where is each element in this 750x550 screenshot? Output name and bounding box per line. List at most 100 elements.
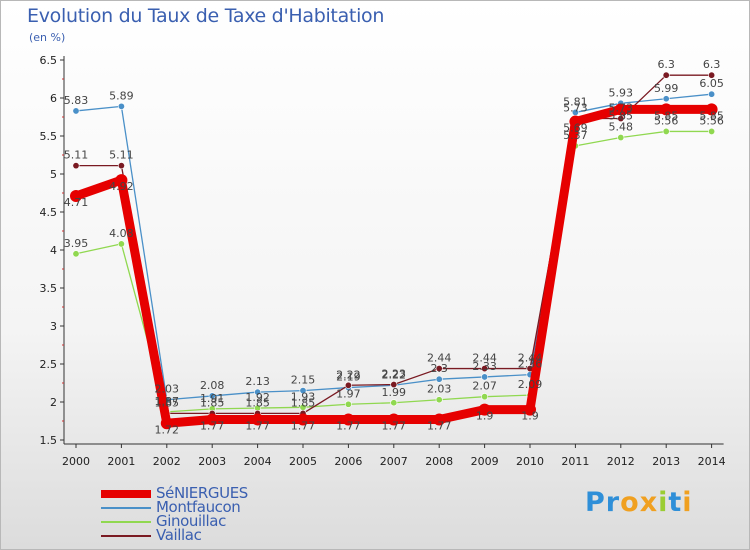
data-label: 5.37: [563, 129, 588, 142]
logo-letter: i: [682, 487, 693, 518]
data-point: [160, 417, 173, 430]
data-label: 3.95: [64, 237, 89, 250]
data-label: 2.03: [427, 383, 452, 396]
data-point: [117, 102, 125, 110]
data-label: 2.44: [472, 352, 497, 365]
data-label: 2.19: [336, 371, 361, 384]
data-point: [70, 190, 82, 203]
logo-letter: r: [605, 487, 621, 518]
data-label: 5.73: [609, 102, 634, 115]
data-label: 2.22: [336, 368, 361, 381]
data-point: [254, 388, 262, 396]
data-label: 1.87: [155, 395, 180, 408]
y-tick-label: 3: [50, 320, 57, 333]
data-point: [117, 240, 125, 248]
data-label: 2.07: [472, 380, 497, 393]
data-point: [662, 127, 670, 135]
y-tick-label: 5: [50, 168, 57, 181]
legend-item: SéNIERGUES: [101, 485, 361, 501]
data-label: 4.08: [109, 227, 134, 240]
data-label: 1.97: [336, 387, 361, 400]
data-point: [206, 413, 219, 426]
x-tick-label: 2014: [698, 455, 726, 468]
logo-letter: P: [585, 487, 606, 518]
legend-item: Vaillac: [101, 527, 361, 543]
data-label: 1.77: [200, 419, 225, 432]
data-label: 1.85: [155, 396, 180, 409]
data-label: 1.93: [291, 390, 316, 403]
x-tick-label: 2008: [425, 455, 453, 468]
data-label: 1.77: [336, 419, 361, 432]
data-label: 5.85: [699, 109, 724, 122]
data-point: [390, 399, 398, 407]
data-label: 2.23: [382, 368, 407, 381]
y-tick-label: 6: [50, 92, 57, 105]
y-tick-label: 3.5: [40, 282, 58, 295]
data-point: [708, 127, 716, 135]
data-label: 2.44: [427, 352, 452, 365]
data-point: [524, 403, 536, 416]
data-label: 5.56: [699, 114, 724, 127]
data-label: 6.3: [703, 58, 721, 71]
data-label: 2.08: [200, 379, 225, 392]
y-tick-label: 1.5: [40, 434, 58, 447]
legend-label: Montfaucon: [156, 498, 241, 516]
y-axis-unit: (en %): [29, 31, 66, 44]
legend-swatch: [101, 521, 151, 523]
chart-title: Evolution du Taux de Taxe d'Habitation: [27, 5, 385, 27]
data-label: 5.83: [64, 94, 89, 107]
data-point: [660, 103, 673, 116]
x-tick-label: 2009: [471, 455, 499, 468]
data-point: [344, 381, 352, 389]
series-séniergues: [70, 103, 718, 430]
data-point: [617, 134, 625, 142]
data-label: 5.11: [64, 149, 89, 162]
data-label: 5.89: [109, 89, 134, 102]
legend-item: Ginouillac: [101, 513, 361, 529]
x-tick-label: 2006: [334, 455, 362, 468]
data-point: [708, 71, 716, 79]
data-label: 5.73: [563, 102, 588, 115]
x-tick-label: 2011: [561, 455, 589, 468]
logo-letter: o: [620, 487, 640, 518]
x-tick-label: 2005: [289, 455, 317, 468]
data-point: [705, 103, 718, 116]
data-label: 1.72: [155, 423, 180, 436]
data-point: [708, 90, 716, 98]
data-label: 5.81: [563, 95, 588, 108]
data-point: [433, 413, 446, 426]
data-label: 5.56: [654, 114, 679, 127]
data-point: [662, 71, 670, 79]
logo-letter: x: [639, 487, 659, 518]
y-tick-label: 5.5: [40, 130, 58, 143]
legend: SéNIERGUES Montfaucon Ginouillac Vaillac: [101, 485, 361, 543]
data-label: 5.11: [109, 149, 134, 162]
data-label: 1.9: [476, 410, 494, 423]
data-point: [299, 387, 307, 395]
proxiti-logo: Proxiti: [585, 487, 693, 518]
data-label: 2.44: [518, 352, 543, 365]
data-point: [478, 403, 491, 416]
data-label: 5.69: [563, 122, 588, 135]
data-label: 1.99: [382, 386, 407, 399]
data-point: [344, 400, 352, 408]
legend-swatch: [101, 535, 151, 537]
data-point: [117, 162, 125, 170]
x-tick-label: 2003: [198, 455, 226, 468]
data-point: [115, 174, 128, 187]
x-tick-label: 2010: [516, 455, 544, 468]
x-tick-label: 2007: [380, 455, 408, 468]
data-label: 1.77: [427, 419, 452, 432]
data-label: 2.3: [430, 362, 448, 375]
data-label: 5.48: [609, 121, 634, 134]
data-label: 1.9: [521, 410, 539, 423]
data-point: [297, 413, 309, 426]
data-label: 5.85: [654, 109, 679, 122]
data-point: [614, 103, 627, 116]
x-tick-label: 2012: [607, 455, 635, 468]
data-label: 6.05: [699, 77, 724, 90]
data-label: 2.36: [518, 358, 543, 371]
data-point: [569, 115, 582, 128]
